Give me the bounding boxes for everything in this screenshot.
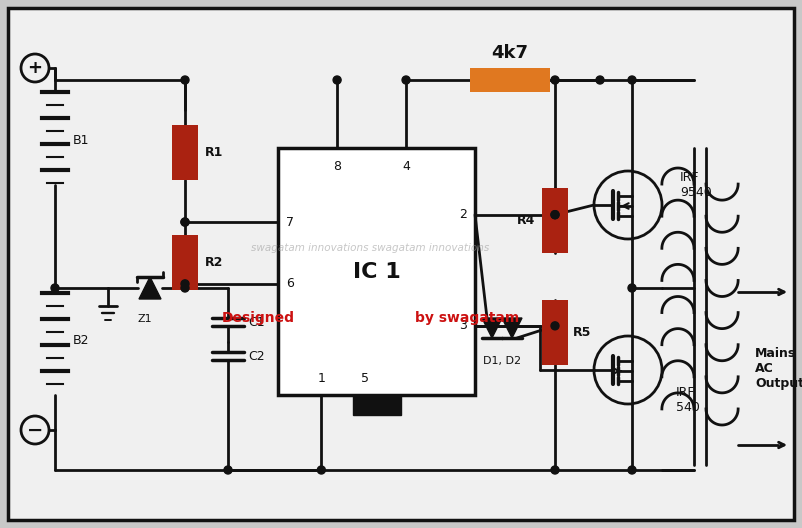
Polygon shape [502, 318, 522, 338]
Text: 3: 3 [459, 319, 467, 332]
Text: B1: B1 [73, 134, 90, 146]
Circle shape [551, 322, 559, 330]
Text: Designed: Designed [222, 311, 295, 325]
Circle shape [551, 211, 559, 219]
Text: R2: R2 [205, 256, 224, 269]
Circle shape [596, 76, 604, 84]
Circle shape [181, 280, 189, 288]
Text: Z1: Z1 [138, 314, 152, 324]
Text: −: − [26, 420, 43, 439]
Circle shape [51, 284, 59, 292]
Text: 4: 4 [402, 160, 410, 173]
Text: Mains
AC
Output: Mains AC Output [755, 347, 802, 390]
Text: +: + [27, 59, 43, 77]
Text: 5: 5 [361, 372, 369, 385]
Text: swagatam innovations swagatam innovations: swagatam innovations swagatam innovation… [251, 243, 489, 253]
Text: B2: B2 [73, 334, 90, 346]
Text: IRF
540: IRF 540 [676, 386, 700, 414]
Text: 4k7: 4k7 [492, 44, 529, 62]
Text: R5: R5 [573, 325, 591, 338]
Circle shape [551, 466, 559, 474]
Bar [542, 187, 568, 252]
Text: 6: 6 [286, 277, 294, 290]
Text: C1: C1 [248, 316, 265, 328]
Text: R4: R4 [517, 213, 536, 227]
Polygon shape [482, 318, 502, 338]
Text: R1: R1 [205, 146, 224, 158]
Bar [278, 148, 475, 395]
Text: D1, D2: D1, D2 [483, 356, 521, 366]
Bar [470, 68, 550, 92]
Circle shape [551, 211, 559, 219]
Circle shape [181, 76, 189, 84]
Circle shape [402, 76, 410, 84]
Circle shape [224, 466, 232, 474]
Circle shape [181, 218, 189, 226]
Text: 7: 7 [286, 215, 294, 229]
Circle shape [628, 76, 636, 84]
Text: by swagatam: by swagatam [415, 311, 519, 325]
Bar [172, 125, 198, 180]
Circle shape [333, 76, 341, 84]
Circle shape [628, 466, 636, 474]
Circle shape [628, 284, 636, 292]
Text: 2: 2 [459, 208, 467, 221]
Bar [172, 234, 198, 289]
Circle shape [551, 76, 559, 84]
Text: 8: 8 [333, 160, 341, 173]
Text: 1: 1 [318, 372, 326, 385]
Circle shape [181, 284, 189, 292]
Circle shape [181, 218, 189, 226]
Bar [353, 395, 400, 415]
Polygon shape [139, 277, 161, 299]
Bar [542, 299, 568, 364]
Text: C2: C2 [248, 350, 265, 363]
Circle shape [318, 466, 326, 474]
Text: IC 1: IC 1 [353, 261, 400, 281]
Text: IRF
9540: IRF 9540 [680, 171, 711, 199]
